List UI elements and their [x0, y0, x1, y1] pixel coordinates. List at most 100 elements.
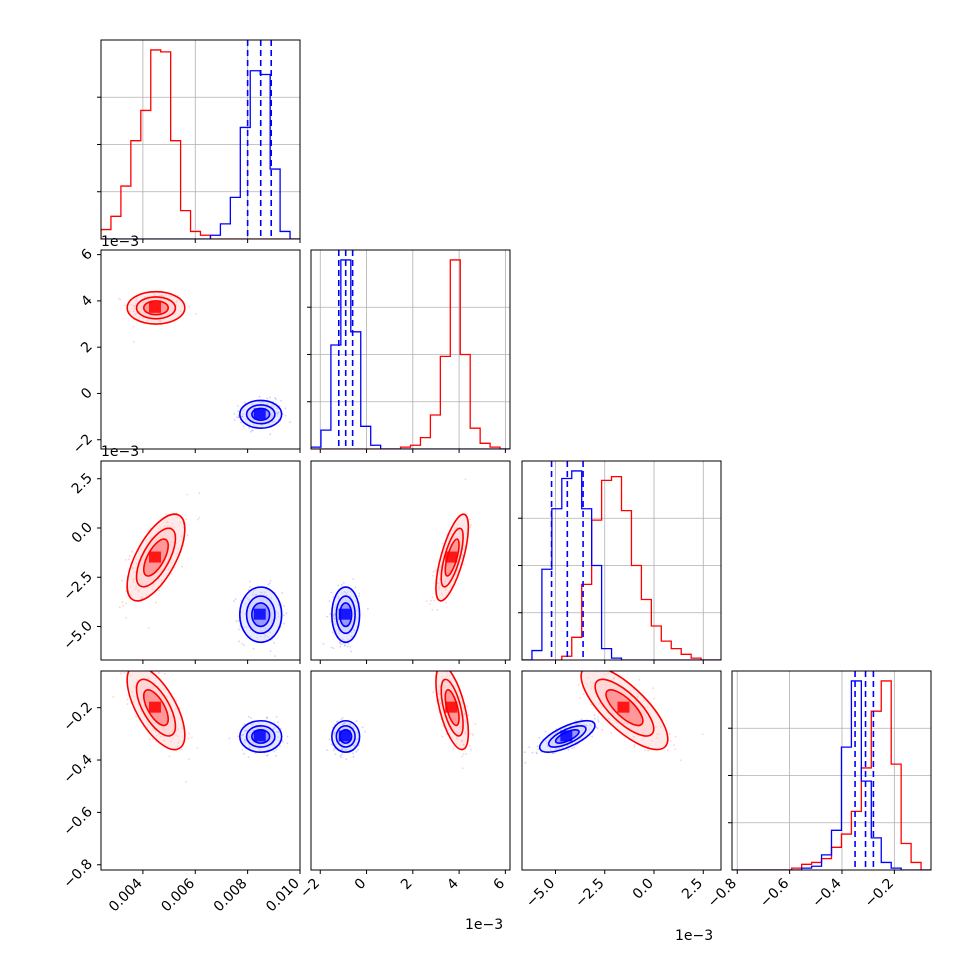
sample-point: [273, 420, 276, 423]
sample-point: [340, 718, 343, 721]
sample-point: [524, 761, 527, 764]
density-peak: [560, 730, 573, 742]
sample-point: [439, 702, 442, 704]
sample-point: [437, 588, 440, 591]
sample-point: [133, 571, 136, 574]
x-tick-label: −2.5: [572, 876, 607, 911]
sample-point: [128, 303, 131, 306]
sample-point: [128, 310, 131, 312]
sample-point: [253, 424, 255, 426]
sample-point: [134, 588, 136, 590]
sample-point: [571, 747, 574, 750]
offset-labels: 1e−3 1e−3 1e−3 1e−3: [101, 234, 713, 944]
sample-point: [243, 740, 245, 743]
sample-point: [150, 537, 153, 539]
sample-point: [153, 583, 156, 585]
sample-point: [132, 340, 135, 343]
sample-point: [132, 566, 134, 569]
sample-point: [166, 524, 169, 527]
sample-point: [332, 614, 335, 617]
sample-point: [431, 596, 434, 599]
sample-point: [149, 537, 152, 539]
sample-point: [632, 735, 635, 738]
sample-point: [158, 589, 161, 592]
sample-point: [252, 592, 255, 594]
sample-point: [282, 741, 284, 743]
sample-point: [673, 744, 675, 746]
sample-point: [274, 738, 277, 741]
sample-point: [277, 615, 280, 618]
sample-point: [147, 529, 150, 532]
sample-point: [132, 310, 135, 313]
sample-point: [177, 735, 179, 738]
sample-point: [197, 518, 199, 521]
sample-point: [241, 415, 244, 418]
sample-point: [241, 642, 244, 645]
sample-point: [587, 677, 589, 679]
sample-point: [455, 737, 458, 739]
sample-point: [134, 313, 136, 316]
sample-point: [629, 690, 632, 693]
sample-point: [331, 631, 334, 634]
sample-point: [242, 734, 245, 736]
sample-point: [332, 614, 334, 616]
sample-point: [256, 636, 259, 639]
sample-point: [289, 421, 291, 424]
sample-point: [128, 555, 131, 558]
sample-point: [642, 699, 645, 702]
sample-point: [269, 433, 272, 436]
sample-point: [275, 411, 277, 414]
sample-point: [260, 401, 263, 404]
sample-point: [147, 677, 150, 680]
sample-point: [582, 693, 585, 695]
sample-point: [585, 724, 587, 727]
sample-point: [347, 639, 350, 641]
sample-point: [175, 299, 178, 302]
x-tick-label: 0.004: [106, 875, 146, 915]
sample-point: [679, 759, 682, 762]
sample-point: [334, 612, 336, 615]
sample-point: [702, 733, 704, 736]
sample-point: [255, 593, 258, 596]
sample-point: [149, 527, 152, 530]
sample-point: [544, 730, 547, 733]
sample-point: [353, 629, 356, 631]
sample-point: [271, 744, 273, 747]
sample-point: [580, 718, 583, 721]
sample-point: [590, 724, 593, 727]
y-tick-label: −2.5: [60, 569, 95, 604]
sample-point: [452, 747, 455, 750]
sample-point: [268, 746, 271, 749]
sample-point: [450, 532, 453, 535]
sample-point: [438, 571, 440, 574]
sample-point: [566, 744, 569, 747]
panel-3-2: −5.0 −2.5 0.0 2.5: [521, 670, 722, 911]
sample-point: [455, 742, 458, 745]
sample-point: [123, 667, 125, 669]
density-peak: [148, 301, 161, 313]
sample-point: [333, 618, 336, 620]
sample-point: [276, 407, 278, 410]
sample-point: [463, 708, 465, 710]
sample-point: [123, 671, 126, 674]
y-tick-label: 2.5: [69, 470, 96, 497]
sample-point: [260, 591, 263, 594]
sample-point: [461, 524, 464, 527]
axes-frame: [310, 460, 511, 661]
sample-point: [545, 740, 547, 742]
sample-point: [263, 635, 266, 638]
sample-point: [644, 749, 646, 752]
sample-point: [354, 600, 357, 602]
sample-point: [607, 672, 610, 674]
sample-point: [158, 319, 160, 322]
sample-point: [170, 561, 173, 564]
sample-point: [440, 702, 442, 705]
sample-point: [350, 748, 352, 750]
sample-point: [248, 745, 251, 748]
y-tick-label: −0.6: [60, 804, 95, 839]
sample-point: [333, 620, 336, 623]
sample-point: [669, 740, 672, 742]
sample-point: [596, 727, 599, 730]
sample-point: [338, 632, 341, 635]
sample-point: [586, 683, 589, 685]
